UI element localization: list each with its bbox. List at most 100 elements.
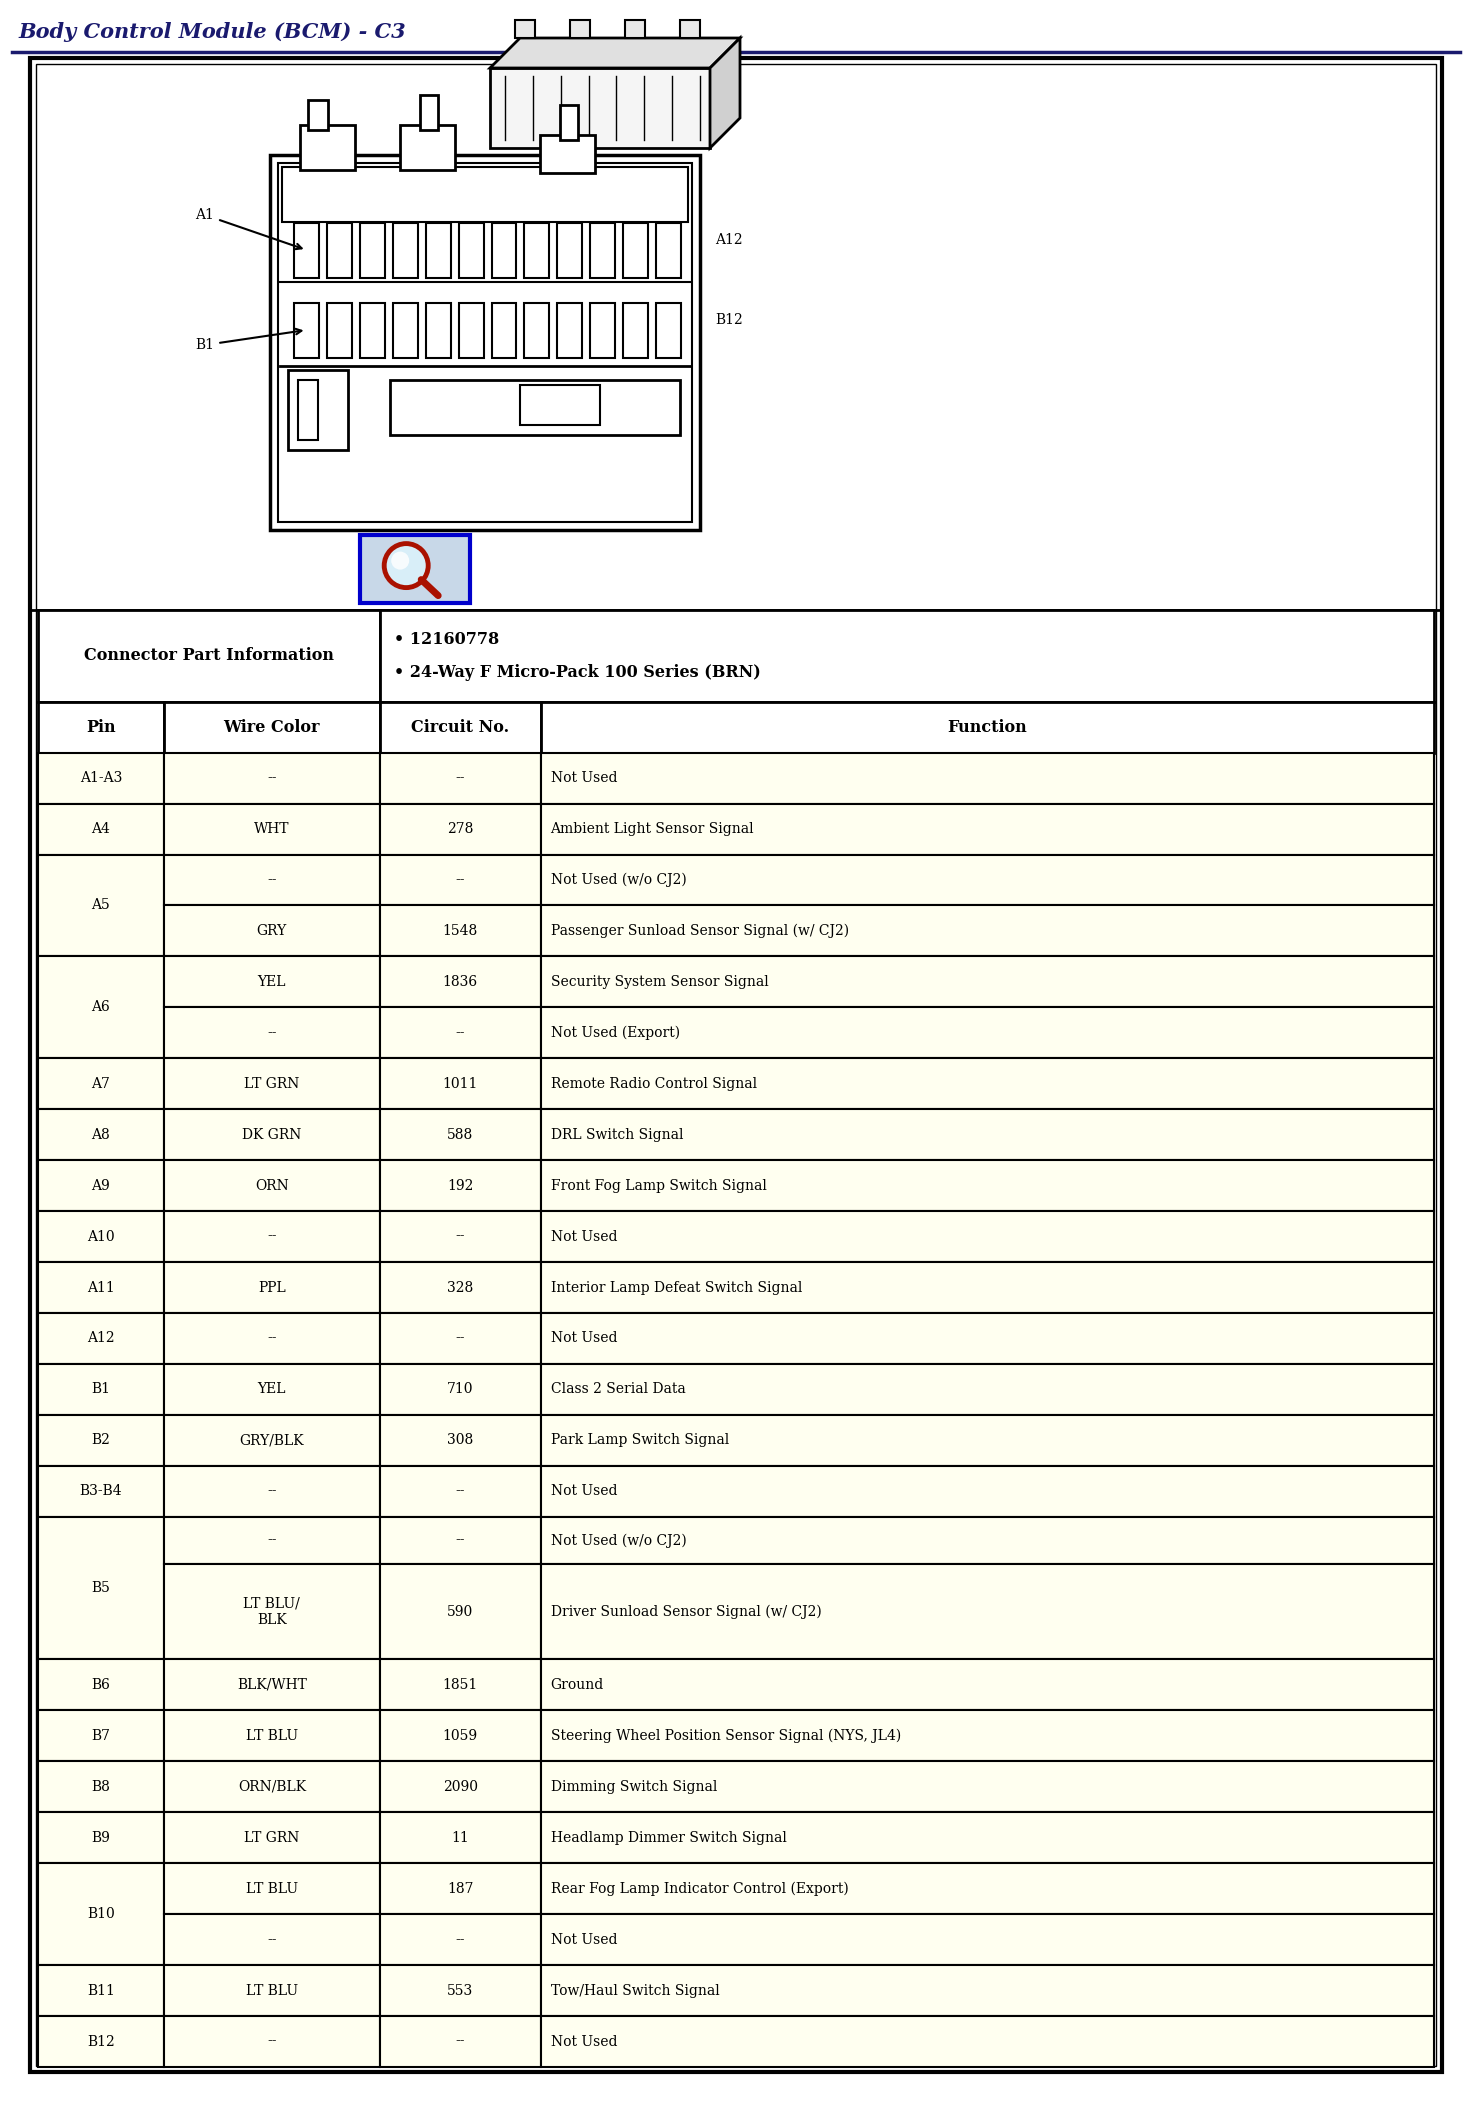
Bar: [390, 379, 680, 434]
Bar: [380, 1812, 540, 1863]
Text: --: --: [266, 1026, 277, 1041]
Bar: [380, 1711, 540, 1761]
Bar: [515, 19, 534, 38]
Text: B6: B6: [91, 1677, 110, 1692]
Text: LT BLU: LT BLU: [246, 1730, 297, 1742]
Text: Tow/Haul Switch Signal: Tow/Haul Switch Signal: [551, 1983, 720, 1997]
Bar: [540, 1313, 1434, 1363]
Bar: [38, 1212, 163, 1262]
Bar: [540, 1007, 1434, 1058]
Text: B1: B1: [91, 1382, 110, 1397]
Text: Passenger Sunload Sensor Signal (w/ CJ2): Passenger Sunload Sensor Signal (w/ CJ2): [551, 923, 849, 938]
Bar: [308, 99, 328, 131]
Text: Steering Wheel Position Sensor Signal (NYS, JL4): Steering Wheel Position Sensor Signal (N…: [551, 1728, 901, 1742]
Bar: [38, 1660, 163, 1711]
Text: --: --: [455, 1483, 465, 1498]
Text: Not Used (w/o CJ2): Not Used (w/o CJ2): [551, 1534, 686, 1547]
Bar: [327, 223, 352, 278]
Text: B7: B7: [91, 1730, 110, 1742]
Bar: [269, 156, 701, 531]
Bar: [163, 1563, 380, 1660]
Bar: [540, 1913, 1434, 1966]
Text: A6: A6: [91, 1001, 110, 1013]
Text: 710: 710: [447, 1382, 474, 1397]
Bar: [540, 1466, 1434, 1517]
Bar: [38, 1761, 163, 1812]
Bar: [38, 1863, 163, 1966]
Text: GRY/BLK: GRY/BLK: [240, 1433, 305, 1448]
Bar: [459, 223, 483, 278]
Bar: [38, 1058, 163, 1108]
Bar: [520, 383, 601, 424]
Bar: [38, 1262, 163, 1313]
Bar: [163, 1466, 380, 1517]
Bar: [380, 1761, 540, 1812]
Text: Rear Fog Lamp Indicator Control (Export): Rear Fog Lamp Indicator Control (Export): [551, 1882, 848, 1896]
Bar: [540, 1711, 1434, 1761]
Bar: [492, 303, 517, 358]
Bar: [380, 1212, 540, 1262]
Bar: [540, 1416, 1434, 1466]
Text: --: --: [266, 1483, 277, 1498]
Bar: [540, 1966, 1434, 2016]
Bar: [380, 1466, 540, 1517]
Bar: [540, 1761, 1434, 1812]
Text: A12: A12: [715, 234, 743, 247]
Bar: [524, 303, 549, 358]
Text: Not Used: Not Used: [551, 1932, 617, 1947]
Bar: [380, 1563, 540, 1660]
Bar: [540, 1563, 1434, 1660]
Text: Security System Sensor Signal: Security System Sensor Signal: [551, 976, 768, 988]
Text: --: --: [266, 872, 277, 887]
Bar: [380, 611, 1434, 702]
Text: --: --: [455, 1230, 465, 1243]
Bar: [590, 223, 615, 278]
Bar: [38, 803, 163, 855]
Bar: [380, 803, 540, 855]
Circle shape: [392, 552, 409, 569]
Text: --: --: [455, 2035, 465, 2048]
Bar: [294, 223, 319, 278]
Text: LT BLU/
BLK: LT BLU/ BLK: [243, 1597, 300, 1627]
Text: --: --: [455, 1932, 465, 1947]
Polygon shape: [490, 38, 740, 67]
Bar: [657, 303, 682, 358]
Bar: [38, 1711, 163, 1761]
Text: A7: A7: [91, 1077, 110, 1091]
Text: A5: A5: [91, 898, 110, 912]
Text: --: --: [455, 1332, 465, 1346]
Bar: [163, 906, 380, 957]
Text: --: --: [266, 1230, 277, 1243]
Bar: [540, 1363, 1434, 1416]
Text: B3-B4: B3-B4: [79, 1483, 122, 1498]
Bar: [38, 1161, 163, 1212]
Bar: [38, 1812, 163, 1863]
Text: --: --: [266, 1332, 277, 1346]
Bar: [425, 303, 450, 358]
Bar: [163, 1761, 380, 1812]
Text: Not Used (w/o CJ2): Not Used (w/o CJ2): [551, 872, 686, 887]
Text: 1836: 1836: [443, 976, 478, 988]
Bar: [38, 1363, 163, 1416]
Text: A12: A12: [87, 1332, 115, 1346]
Text: 11: 11: [452, 1831, 470, 1846]
Bar: [163, 1108, 380, 1161]
Text: A8: A8: [91, 1127, 110, 1142]
Text: B10: B10: [87, 1907, 115, 1922]
Bar: [540, 1660, 1434, 1711]
Bar: [380, 855, 540, 906]
Text: 590: 590: [447, 1606, 474, 1618]
Bar: [623, 223, 648, 278]
Bar: [289, 369, 347, 449]
Bar: [361, 535, 470, 603]
Text: • 24-Way F Micro-Pack 100 Series (BRN): • 24-Way F Micro-Pack 100 Series (BRN): [394, 664, 761, 681]
Text: BLK/WHT: BLK/WHT: [237, 1677, 306, 1692]
Text: WHT: WHT: [255, 822, 290, 836]
Bar: [657, 223, 682, 278]
Bar: [380, 1517, 540, 1563]
Bar: [163, 1711, 380, 1761]
Bar: [559, 105, 578, 139]
Text: Wire Color: Wire Color: [224, 718, 319, 735]
Text: Not Used: Not Used: [551, 1483, 617, 1498]
Text: Front Fog Lamp Switch Signal: Front Fog Lamp Switch Signal: [551, 1178, 767, 1193]
